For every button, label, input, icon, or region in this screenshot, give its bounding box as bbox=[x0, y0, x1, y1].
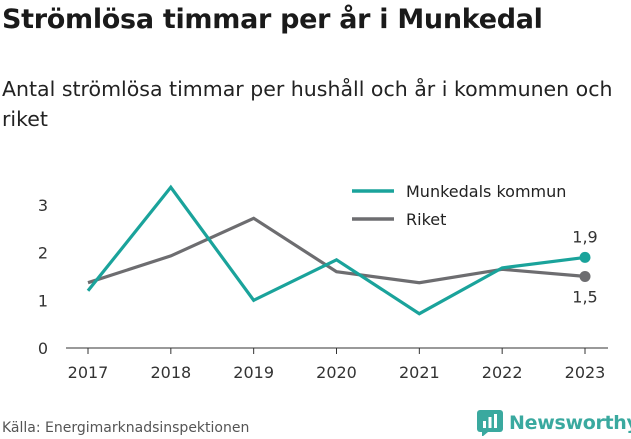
source-note: Källa: Energimarknadsinspektionen bbox=[2, 420, 250, 436]
newsworthy-logo-icon bbox=[477, 410, 503, 436]
brand-name: Newsworthy bbox=[509, 412, 631, 434]
x-tick-label: 2023 bbox=[565, 363, 606, 382]
x-tick-label: 2021 bbox=[399, 363, 440, 382]
chart-subtitle: Antal strömlösa timmar per hushåll och å… bbox=[2, 77, 613, 131]
x-axis: 2017 2018 2019 2020 2021 2022 2023 bbox=[66, 347, 608, 382]
series-end-label: 1,5 bbox=[572, 287, 597, 306]
y-tick-label: 2 bbox=[38, 244, 48, 263]
brand-logo[interactable]: Newsworthy bbox=[477, 409, 631, 437]
x-tick-label: 2020 bbox=[316, 363, 357, 382]
x-tick-label: 2017 bbox=[68, 363, 109, 382]
series-layer: 1,5 1,9 bbox=[86, 184, 598, 316]
y-tick-label: 3 bbox=[38, 196, 48, 215]
x-tick-label: 2019 bbox=[233, 363, 274, 382]
y-tick-label: 0 bbox=[38, 339, 48, 358]
x-tick-label: 2018 bbox=[150, 363, 191, 382]
series-end-label: 1,9 bbox=[572, 227, 597, 246]
series-end-point bbox=[579, 270, 591, 282]
x-tick-label: 2022 bbox=[482, 363, 523, 382]
series-line bbox=[86, 184, 586, 316]
legend: Munkedals kommun Riket bbox=[352, 182, 566, 229]
legend-label: Riket bbox=[406, 210, 446, 229]
chart-title: Strömlösa timmar per år i Munkedal bbox=[2, 4, 543, 35]
series-line bbox=[87, 216, 586, 285]
y-tick-label: 1 bbox=[38, 291, 48, 310]
y-axis: 0 1 2 3 bbox=[38, 196, 48, 358]
series-end-point bbox=[579, 251, 591, 263]
legend-label: Munkedals kommun bbox=[406, 182, 566, 201]
